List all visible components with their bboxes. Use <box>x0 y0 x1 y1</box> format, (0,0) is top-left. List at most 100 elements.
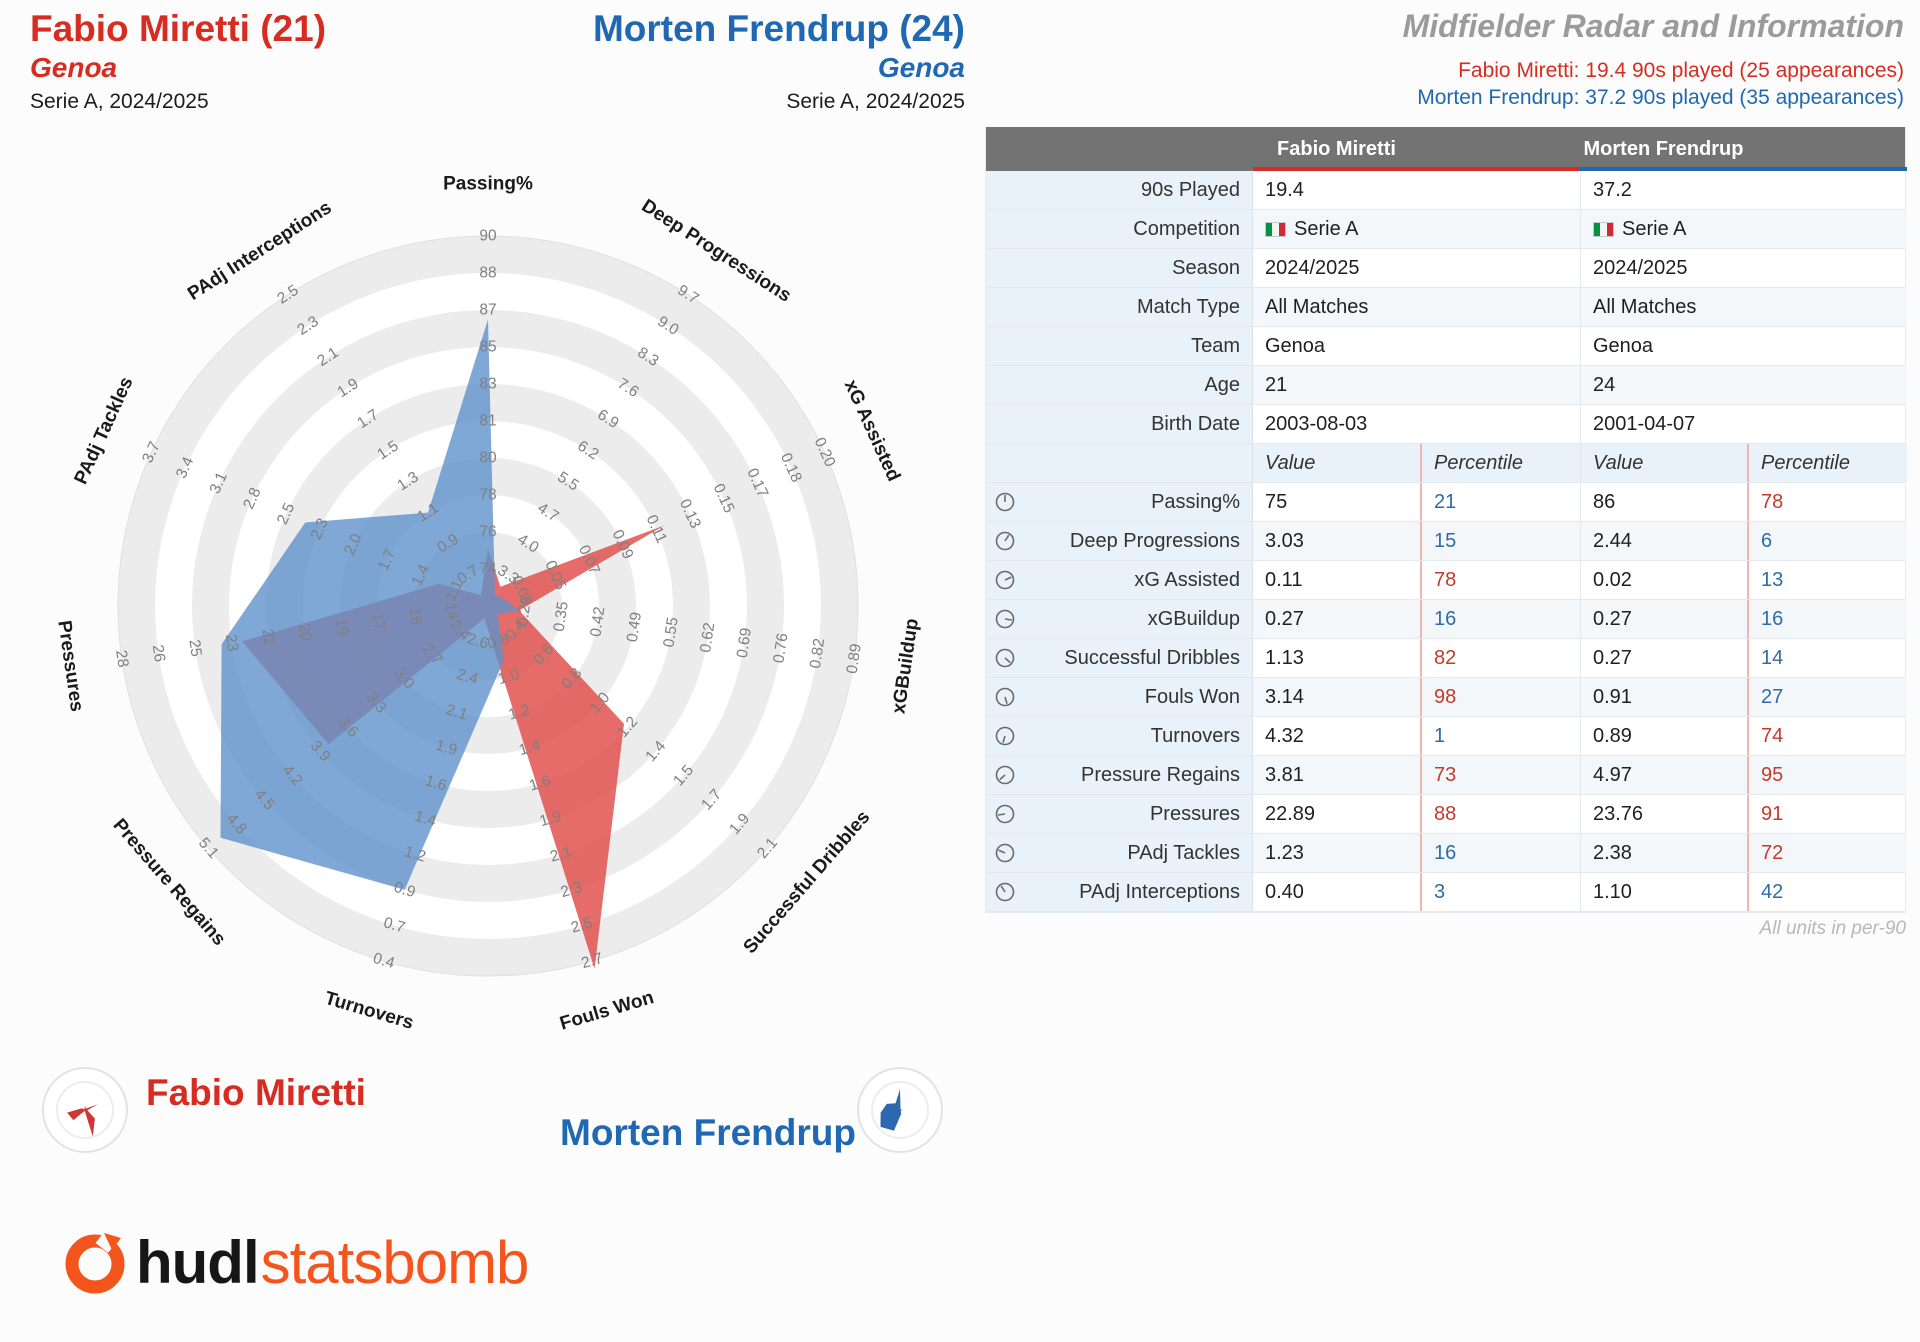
italy-flag-icon <box>1593 221 1614 237</box>
stat-label: xG Assisted <box>986 561 1253 599</box>
stat-value-p2: 0.27 <box>1580 639 1747 677</box>
table-header: Fabio Miretti Morten Frendrup <box>986 127 1905 171</box>
svg-text:2.5: 2.5 <box>569 914 594 936</box>
gauge-icon <box>995 609 1015 629</box>
info-value-p1: 2024/2025 <box>1265 256 1360 279</box>
table-footnote: All units in per-90 <box>1759 918 1906 939</box>
info-value-p1: 21 <box>1253 366 1580 404</box>
info-row: Competition Serie A Serie A <box>986 210 1907 249</box>
stat-percentile-p1: 98 <box>1420 678 1580 716</box>
svg-text:0.82: 0.82 <box>807 637 828 669</box>
player2-radar-glyph-icon <box>857 1067 943 1153</box>
svg-text:1.6: 1.6 <box>527 772 552 794</box>
player1-radar-glyph-icon <box>42 1067 128 1153</box>
svg-text:90: 90 <box>479 228 497 245</box>
report-title: Midfielder Radar and Information <box>1402 8 1904 44</box>
info-value-p2: Genoa <box>1580 327 1907 365</box>
stat-label: Successful Dribbles <box>986 639 1253 677</box>
svg-text:76: 76 <box>479 524 496 541</box>
svg-text:Pressures: Pressures <box>53 619 87 713</box>
info-label: Birth Date <box>986 405 1253 443</box>
info-value-p1: All Matches <box>1253 288 1580 326</box>
stat-percentile-p1: 16 <box>1420 600 1580 638</box>
stat-label: PAdj Interceptions <box>986 873 1253 911</box>
stat-value-p1: 75 <box>1265 490 1288 513</box>
hudl-logo-icon <box>65 1229 125 1293</box>
svg-text:1.4: 1.4 <box>413 808 439 830</box>
stat-label: Deep Progressions <box>986 522 1253 560</box>
svg-text:0.62: 0.62 <box>697 621 718 653</box>
svg-text:2.4: 2.4 <box>454 666 480 688</box>
gauge-icon <box>995 765 1015 785</box>
stat-value-p2: 0.89 <box>1580 717 1747 755</box>
gauge-icon <box>995 492 1015 512</box>
stat-percentile-p2: 13 <box>1747 561 1907 599</box>
subheader-percentile-p2: Percentile <box>1747 444 1907 482</box>
stat-percentile-p2: 6 <box>1747 522 1907 560</box>
svg-text:0.76: 0.76 <box>770 632 791 664</box>
svg-text:2.6: 2.6 <box>465 630 490 652</box>
info-value-p1: 19.4 <box>1265 178 1304 201</box>
stat-percentile-p2: 91 <box>1747 795 1907 833</box>
legend-player1-name: Fabio Miretti <box>146 1072 366 1113</box>
gauge-icon <box>995 687 1015 707</box>
svg-text:85: 85 <box>479 339 496 356</box>
stat-row: Turnovers 4.32 1 0.89 74 <box>986 717 1905 756</box>
gauge-icon <box>995 648 1015 668</box>
stat-row: Passing% 75 21 86 78 <box>986 483 1905 522</box>
stat-row: Successful Dribbles 1.13 82 0.27 14 <box>986 639 1905 678</box>
stat-row: Pressures 22.89 88 23.76 91 <box>986 795 1905 834</box>
svg-text:80: 80 <box>479 450 497 467</box>
stat-value-p1: 3.14 <box>1253 678 1420 716</box>
player1-competition: Serie A, 2024/2025 <box>30 90 209 113</box>
info-row: Age 21 24 <box>986 366 1907 405</box>
svg-text:14: 14 <box>442 602 461 622</box>
svg-text:25: 25 <box>185 638 204 657</box>
player2-name: Morten Frendrup (24) <box>592 8 965 49</box>
stat-label: Fouls Won <box>986 678 1253 716</box>
svg-text:20: 20 <box>295 623 314 643</box>
info-value-p2: 37.2 <box>1580 171 1907 209</box>
svg-text:17: 17 <box>368 612 387 631</box>
svg-text:Turnovers: Turnovers <box>322 988 416 1034</box>
svg-text:0.35: 0.35 <box>551 600 572 632</box>
info-label: Season <box>986 249 1253 287</box>
stat-label: Pressures <box>986 795 1253 833</box>
stat-row: Deep Progressions 3.03 15 2.44 6 <box>986 522 1907 561</box>
stat-value-p2: 4.97 <box>1580 756 1747 794</box>
svg-text:1.0: 1.0 <box>496 666 522 688</box>
svg-text:2.1: 2.1 <box>444 701 469 723</box>
svg-text:23: 23 <box>222 633 241 652</box>
info-value-p2: 2024/2025 <box>1580 249 1907 287</box>
svg-text:26: 26 <box>149 644 168 663</box>
svg-text:0.7: 0.7 <box>381 914 406 936</box>
stat-value-p1: 3.03 <box>1253 522 1420 560</box>
subheader-value-p1: Value <box>1253 444 1420 482</box>
info-value-p2: Serie A <box>1580 210 1907 248</box>
info-row: Birth Date 2003-08-03 2001-04-07 <box>986 405 1905 444</box>
stat-row: PAdj Interceptions 0.40 3 1.10 42 <box>986 873 1905 912</box>
svg-text:0.4: 0.4 <box>371 950 397 972</box>
stat-row: xGBuildup 0.27 16 0.27 16 <box>986 600 1907 639</box>
legend-player2-name: Morten Frendrup <box>560 1112 856 1153</box>
svg-text:0.28: 0.28 <box>514 595 535 627</box>
svg-text:1.2: 1.2 <box>507 701 532 723</box>
gauge-icon <box>995 570 1015 590</box>
stat-value-p1: 1.13 <box>1265 646 1304 669</box>
statsbomb-wordmark: statsbomb <box>260 1229 530 1296</box>
svg-text:88: 88 <box>479 265 496 282</box>
stat-value-p2: 2.38 <box>1580 834 1747 872</box>
svg-text:0.8: 0.8 <box>486 630 511 652</box>
italy-flag-icon <box>1265 221 1286 237</box>
stat-value-p1: 3.81 <box>1253 756 1420 794</box>
table-subheader: Value Percentile Value Percentile <box>986 444 1907 483</box>
radar-chart: 74767880818385878890Passing%3.34.04.75.5… <box>53 174 923 1035</box>
stat-percentile-p2: 27 <box>1747 678 1907 716</box>
stat-value-p2: 0.02 <box>1580 561 1747 599</box>
stat-value-p1: 4.32 <box>1265 724 1304 747</box>
svg-text:PAdj Tackles: PAdj Tackles <box>71 374 138 488</box>
player2-appearances: Morten Frendrup: 37.2 90s played (35 app… <box>1417 86 1904 109</box>
stat-value-p2: 0.27 <box>1580 600 1747 638</box>
hudl-statsbomb-logo: hudl statsbomb <box>62 1228 530 1297</box>
